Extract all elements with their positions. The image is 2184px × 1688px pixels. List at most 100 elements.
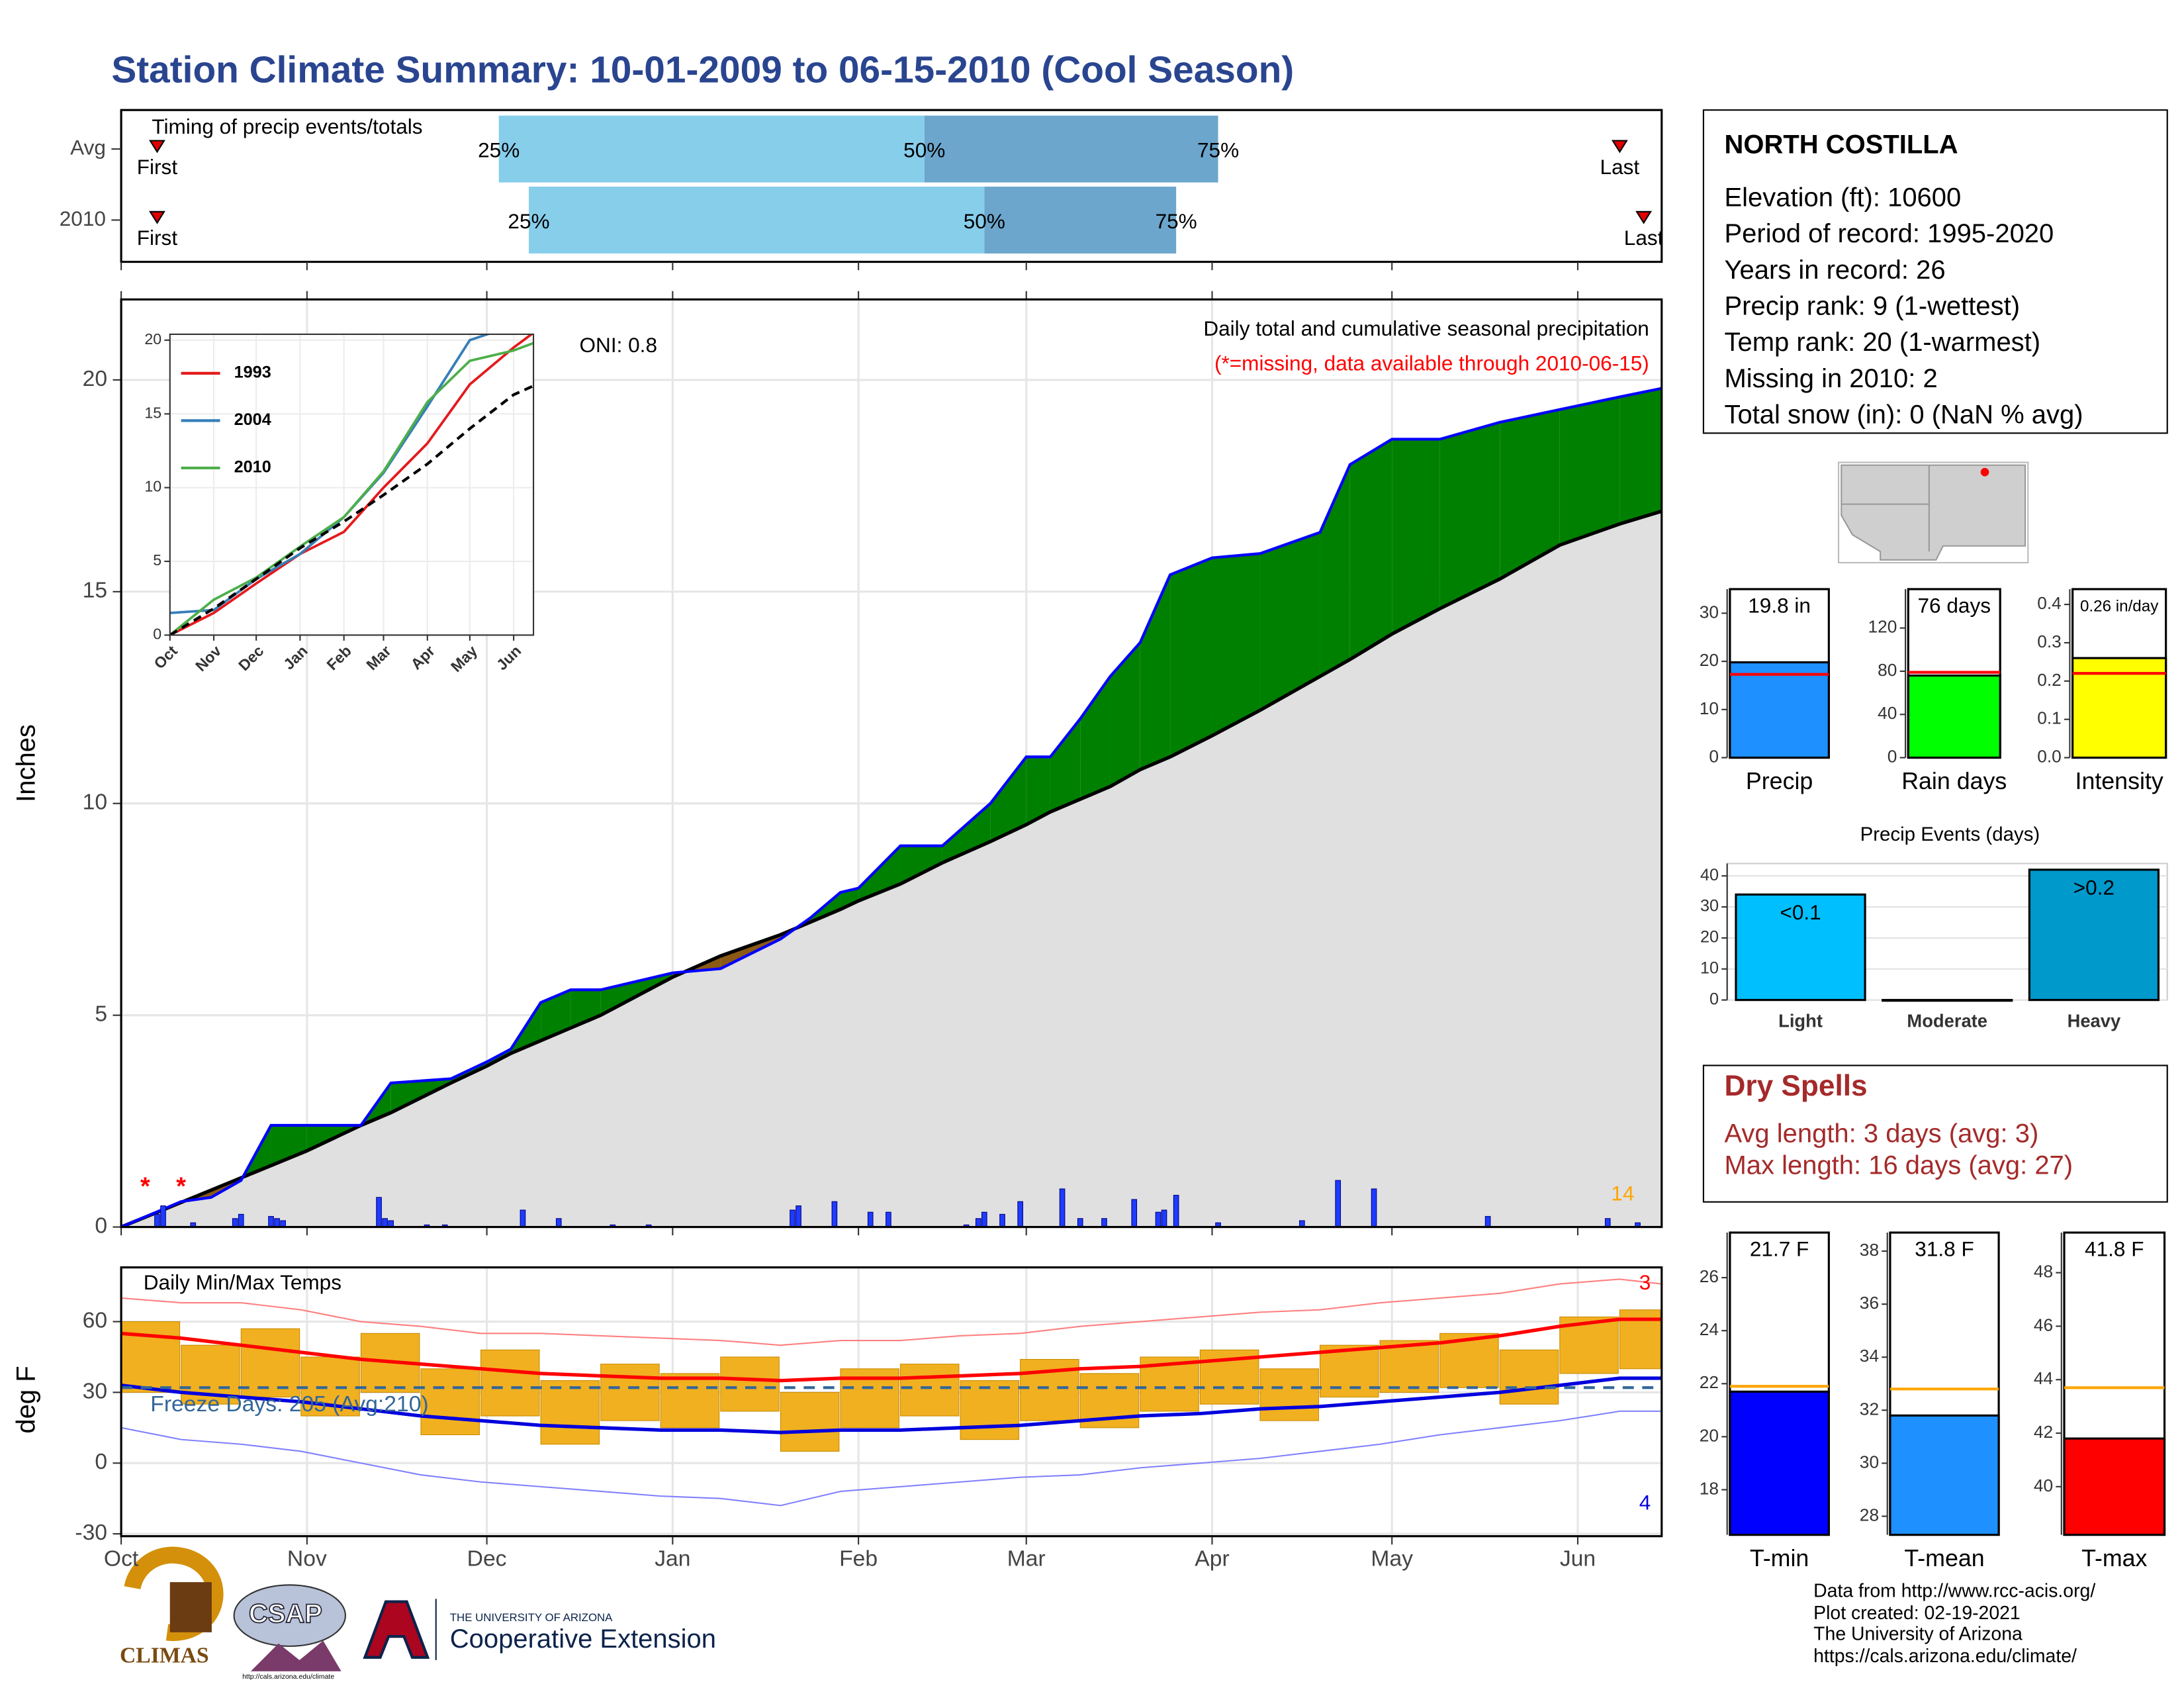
surplus-area xyxy=(1212,553,1260,736)
value-label: 31.8 F xyxy=(1915,1237,1974,1261)
inset-bg xyxy=(169,334,534,635)
y-tick-label: 20 xyxy=(83,367,107,391)
avg-max-line xyxy=(121,1317,1662,1383)
y-tick-label: 28 xyxy=(1860,1505,1879,1524)
dry-spells-title: Dry Spells xyxy=(1724,1070,1867,1102)
bar xyxy=(1735,893,1866,1002)
y-tick-label: 30 xyxy=(1860,1452,1879,1472)
timing-marker xyxy=(1635,211,1653,224)
y-tick-label: 10 xyxy=(1700,959,1719,977)
daily-bar xyxy=(232,1218,238,1227)
surplus-area xyxy=(306,1125,361,1151)
average-area xyxy=(121,511,1662,1227)
timing-marker xyxy=(1611,140,1628,154)
cumulative-line xyxy=(121,387,1662,1227)
y-tick-label: 32 xyxy=(1860,1399,1879,1419)
value-label: >0.2 xyxy=(2073,876,2115,900)
daily-bar xyxy=(1077,1218,1083,1227)
daily-bar xyxy=(1173,1195,1179,1227)
csap-url: http://cals.arizona.edu/climate xyxy=(242,1673,334,1681)
surplus-area xyxy=(1026,757,1050,825)
daily-range xyxy=(1499,1349,1559,1405)
timing-bar xyxy=(924,115,1218,183)
daily-bar xyxy=(1371,1188,1377,1227)
credit-line: Plot created: 02-19-2021 xyxy=(1813,1603,2021,1624)
y-tick-label: 0 xyxy=(1888,747,1897,767)
precip-plot: * * xyxy=(121,299,1662,1227)
y-tick-label: 30 xyxy=(1700,897,1719,915)
station-line: Missing in 2010: 2 xyxy=(1724,364,1937,393)
y-tick-label: 40 xyxy=(1700,866,1719,884)
x-tick-label: Jun xyxy=(1560,1546,1596,1571)
daily-range xyxy=(240,1328,300,1398)
y-tick-label: 10 xyxy=(1700,698,1719,718)
oni-label: ONI: 0.8 xyxy=(580,333,658,357)
surplus-area xyxy=(1050,718,1081,812)
surplus-area xyxy=(1170,557,1212,757)
category-label: T-min xyxy=(1750,1545,1809,1571)
station-line: Elevation (ft): 10600 xyxy=(1724,183,1961,212)
location-map xyxy=(1838,461,2029,564)
quantile-label: 25% xyxy=(478,138,520,162)
surplus-area xyxy=(990,757,1026,842)
y-tick-label: 40 xyxy=(2034,1476,2053,1495)
bar xyxy=(1729,1390,1830,1536)
surplus-area xyxy=(840,888,859,910)
daily-bar xyxy=(1131,1199,1138,1227)
surplus-area xyxy=(271,1125,307,1166)
plot-frame xyxy=(120,298,1663,1229)
timing-marker xyxy=(149,211,165,224)
events-title: Precip Events (days) xyxy=(1860,823,2040,845)
category-label: Moderate xyxy=(1907,1011,1987,1031)
daily-range xyxy=(720,1356,780,1412)
marker-label: First xyxy=(137,226,178,250)
daily-range xyxy=(899,1364,960,1417)
value-label: 41.8 F xyxy=(2085,1237,2144,1261)
chart-title: Daily Min/Max Temps xyxy=(144,1270,341,1294)
daily-bar xyxy=(376,1197,382,1227)
csap-cloud xyxy=(233,1584,346,1647)
daily-bar xyxy=(831,1201,838,1227)
hot-count: 3 xyxy=(1639,1270,1651,1294)
value-label: <0.1 xyxy=(1780,900,1821,924)
station-line: Temp rank: 20 (1-warmest) xyxy=(1724,328,2040,357)
y-tick-label: 10 xyxy=(144,478,161,495)
chart-subtitle: (*=missing, data available through 2010-… xyxy=(1214,352,1649,375)
daily-bar xyxy=(1017,1201,1023,1227)
y-tick-label: 38 xyxy=(1860,1240,1879,1260)
station-box xyxy=(1702,109,2168,434)
surplus-area xyxy=(1140,575,1171,770)
value-label: 76 days xyxy=(1917,594,1991,618)
category-label: Precip xyxy=(1746,768,1813,794)
bar xyxy=(1729,661,1830,759)
temp-plot xyxy=(121,1267,1662,1536)
category-label: Intensity xyxy=(2075,768,2163,794)
record-min-line xyxy=(121,1410,1662,1507)
timing-bar xyxy=(528,186,985,254)
surplus-area xyxy=(1559,397,1620,545)
dry-spells-line: Avg length: 3 days (avg: 3) xyxy=(1724,1119,2038,1148)
category-label: T-mean xyxy=(1904,1545,1984,1571)
y-tick-label: 0.4 xyxy=(2037,593,2062,613)
daily-bar xyxy=(555,1218,562,1227)
legend-label: 1993 xyxy=(234,363,271,382)
y-tick-label: 0.0 xyxy=(2037,747,2062,767)
daily-bar xyxy=(975,1218,981,1227)
daily-bar xyxy=(796,1205,801,1227)
y-tick-label: 0 xyxy=(1709,990,1719,1008)
csap-mountains xyxy=(250,1640,341,1671)
bar xyxy=(1907,674,2001,759)
y-tick-label: 20 xyxy=(1700,1425,1719,1445)
bar xyxy=(2028,868,2160,1002)
surplus-area xyxy=(942,803,991,863)
chart-title: Daily total and cumulative seasonal prec… xyxy=(1203,316,1649,340)
y-axis-label: deg F xyxy=(12,1366,41,1433)
credit-line: https://cals.arizona.edu/climate/ xyxy=(1813,1646,2077,1667)
daily-range xyxy=(420,1368,480,1436)
daily-range xyxy=(960,1380,1020,1440)
map-station-dot xyxy=(1980,467,1989,477)
category-label: Light xyxy=(1778,1011,1823,1031)
daily-bar xyxy=(1161,1209,1167,1227)
surplus-area xyxy=(1080,676,1111,800)
